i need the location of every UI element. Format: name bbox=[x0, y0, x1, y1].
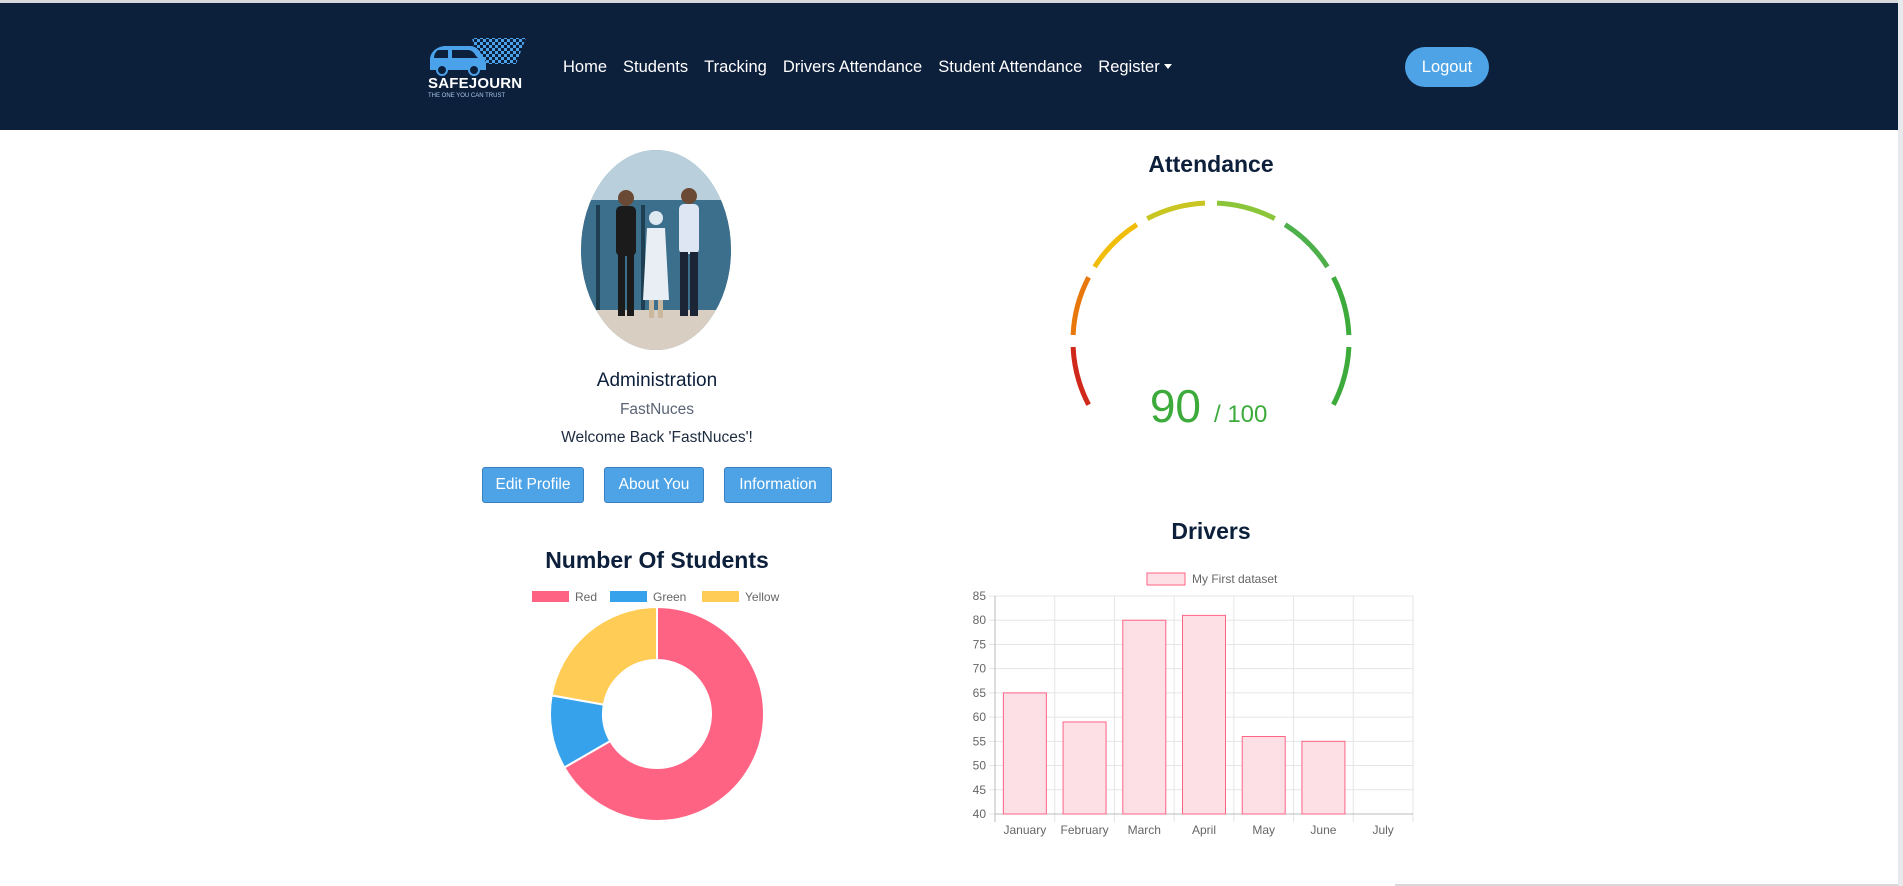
navbar: SAFEJOURN THE ONE YOU CAN TRUST Home Stu… bbox=[0, 3, 1898, 130]
bar bbox=[1122, 619, 1167, 815]
edit-profile-button[interactable]: Edit Profile bbox=[482, 467, 584, 503]
bar bbox=[1182, 614, 1226, 815]
x-tick-label: May bbox=[1252, 823, 1275, 837]
y-tick-label: 60 bbox=[973, 710, 987, 724]
y-tick-label: 75 bbox=[973, 637, 987, 651]
x-tick-label: January bbox=[1004, 823, 1047, 837]
nav-drivers-attendance[interactable]: Drivers Attendance bbox=[782, 58, 923, 76]
x-tick-label: June bbox=[1310, 823, 1336, 837]
y-tick-label: 70 bbox=[973, 662, 987, 676]
logo-text: SAFEJOURN bbox=[428, 75, 523, 92]
nav-student-attendance[interactable]: Student Attendance bbox=[938, 58, 1083, 76]
y-tick-label: 50 bbox=[973, 759, 987, 773]
gauge-segment bbox=[1216, 200, 1276, 221]
register-label: Register bbox=[1098, 58, 1160, 76]
logo-tagline: THE ONE YOU CAN TRUST bbox=[428, 93, 506, 99]
gauge-segment bbox=[1331, 276, 1352, 336]
logout-button[interactable]: Logout bbox=[1405, 47, 1489, 87]
pie-legend-swatch bbox=[532, 591, 569, 602]
gauge-segment bbox=[1092, 222, 1139, 269]
caret-down-icon bbox=[1163, 64, 1172, 69]
gauge-segment bbox=[1146, 200, 1206, 221]
attendance-title: Attendance bbox=[1148, 151, 1274, 177]
profile-org: FastNuces bbox=[619, 401, 695, 418]
x-tick-label: July bbox=[1372, 823, 1393, 837]
gauge-segment bbox=[1070, 346, 1091, 406]
nav-links: Home Students Tracking Drivers Attendanc… bbox=[555, 58, 1180, 77]
gauge-max: / 100 bbox=[1214, 401, 1267, 428]
information-button[interactable]: Information bbox=[724, 467, 832, 503]
nav-tracking[interactable]: Tracking bbox=[704, 58, 767, 76]
pie-slice bbox=[562, 605, 765, 822]
x-tick-label: February bbox=[1061, 823, 1109, 837]
y-tick-label: 45 bbox=[973, 783, 987, 797]
students-doughnut-chart: Red Green Yellow bbox=[532, 590, 780, 822]
y-tick-label: 55 bbox=[973, 734, 987, 748]
profile-title: Administration bbox=[596, 370, 718, 391]
about-you-button[interactable]: About You bbox=[604, 467, 704, 503]
x-tick-label: April bbox=[1192, 823, 1216, 837]
window-top-border bbox=[0, 0, 1903, 3]
van-icon bbox=[430, 38, 526, 76]
bar bbox=[1301, 740, 1346, 815]
pie-legend-label: Green bbox=[653, 590, 686, 604]
pie-legend-label: Red bbox=[575, 590, 597, 604]
gauge-value: 90 bbox=[1150, 380, 1201, 432]
nav-register-dropdown[interactable]: Register bbox=[1098, 58, 1172, 77]
pie-slice bbox=[550, 605, 658, 706]
attendance-gauge: 90 / 100 bbox=[1070, 200, 1352, 432]
y-tick-label: 80 bbox=[973, 613, 987, 627]
bar bbox=[1062, 721, 1107, 815]
brand-logo[interactable]: SAFEJOURN THE ONE YOU CAN TRUST bbox=[426, 36, 526, 104]
students-chart-title: Number Of Students bbox=[545, 547, 769, 573]
pie-legend-swatch bbox=[702, 591, 739, 602]
drivers-chart-title: Drivers bbox=[1171, 518, 1251, 544]
bar-legend-label: My First dataset bbox=[1192, 572, 1278, 586]
gauge-segment bbox=[1331, 346, 1352, 406]
y-tick-label: 40 bbox=[973, 807, 987, 821]
x-tick-label: March bbox=[1128, 823, 1161, 837]
profile-photo bbox=[581, 150, 731, 350]
y-tick-label: 65 bbox=[973, 686, 987, 700]
nav-students[interactable]: Students bbox=[623, 58, 689, 76]
bar bbox=[1241, 735, 1286, 815]
gauge-segment bbox=[1283, 222, 1330, 269]
bar bbox=[1002, 692, 1047, 815]
drivers-bar-chart: My First dataset 40 45 50 55 60 65 70 75 80 85 Janu… bbox=[973, 572, 1414, 837]
welcome-message: Welcome Back 'FastNuces'! bbox=[561, 429, 753, 446]
scrollbar-edge bbox=[1898, 0, 1903, 886]
bottom-divider bbox=[1395, 884, 1898, 886]
pie-legend-label: Yellow bbox=[745, 590, 780, 604]
nav-home[interactable]: Home bbox=[563, 58, 608, 76]
gauge-segment bbox=[1070, 276, 1091, 336]
pie-legend-swatch bbox=[610, 591, 647, 602]
y-tick-label: 85 bbox=[973, 589, 987, 603]
bar-legend-swatch bbox=[1146, 572, 1186, 586]
